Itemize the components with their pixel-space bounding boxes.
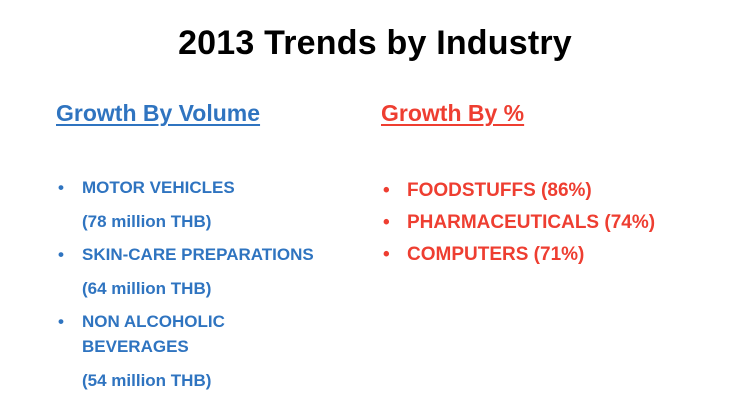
item-label: FOODSTUFFS (86%)	[407, 180, 592, 201]
item-label: SKIN-CARE PREPARATIONS	[82, 245, 314, 264]
item-label-continued: BEVERAGES	[82, 337, 189, 356]
bullet-icon: •	[383, 212, 390, 233]
list-item: • COMPUTERS (71%)	[381, 243, 741, 267]
list-item: • NON ALCOHOLIC BEVERAGES (54 million TH…	[56, 309, 376, 393]
list-item: • PHARMACEUTICALS (74%)	[381, 211, 741, 235]
bullet-icon: •	[383, 244, 390, 265]
item-label: MOTOR VEHICLES	[82, 178, 235, 197]
bullet-icon: •	[58, 178, 64, 197]
bullet-icon: •	[383, 180, 390, 201]
growth-by-percent-heading[interactable]: Growth By %	[381, 100, 525, 126]
item-value: (64 million THB)	[82, 279, 212, 298]
bullet-icon: •	[58, 312, 64, 331]
slide-title: 2013 Trends by Industry	[178, 24, 572, 62]
item-label: PHARMACEUTICALS (74%)	[407, 212, 656, 233]
growth-by-percent-column: Growth By % • FOODSTUFFS (86%) • PHARMAC…	[381, 100, 741, 275]
growth-by-volume-heading[interactable]: Growth By Volume	[56, 100, 261, 126]
growth-by-percent-list: • FOODSTUFFS (86%) • PHARMACEUTICALS (74…	[381, 179, 741, 267]
item-label: COMPUTERS (71%)	[407, 244, 585, 265]
item-label: NON ALCOHOLIC	[82, 312, 225, 331]
growth-by-volume-column: Growth By Volume • MOTOR VEHICLES (78 mi…	[56, 100, 376, 401]
list-item: • SKIN-CARE PREPARATIONS (64 million THB…	[56, 242, 376, 301]
list-item: • FOODSTUFFS (86%)	[381, 179, 741, 203]
growth-by-volume-list: • MOTOR VEHICLES (78 million THB) • SKIN…	[56, 175, 376, 393]
item-value: (54 million THB)	[82, 371, 212, 390]
list-item: • MOTOR VEHICLES (78 million THB)	[56, 175, 376, 234]
item-value: (78 million THB)	[82, 212, 212, 231]
bullet-icon: •	[58, 245, 64, 264]
